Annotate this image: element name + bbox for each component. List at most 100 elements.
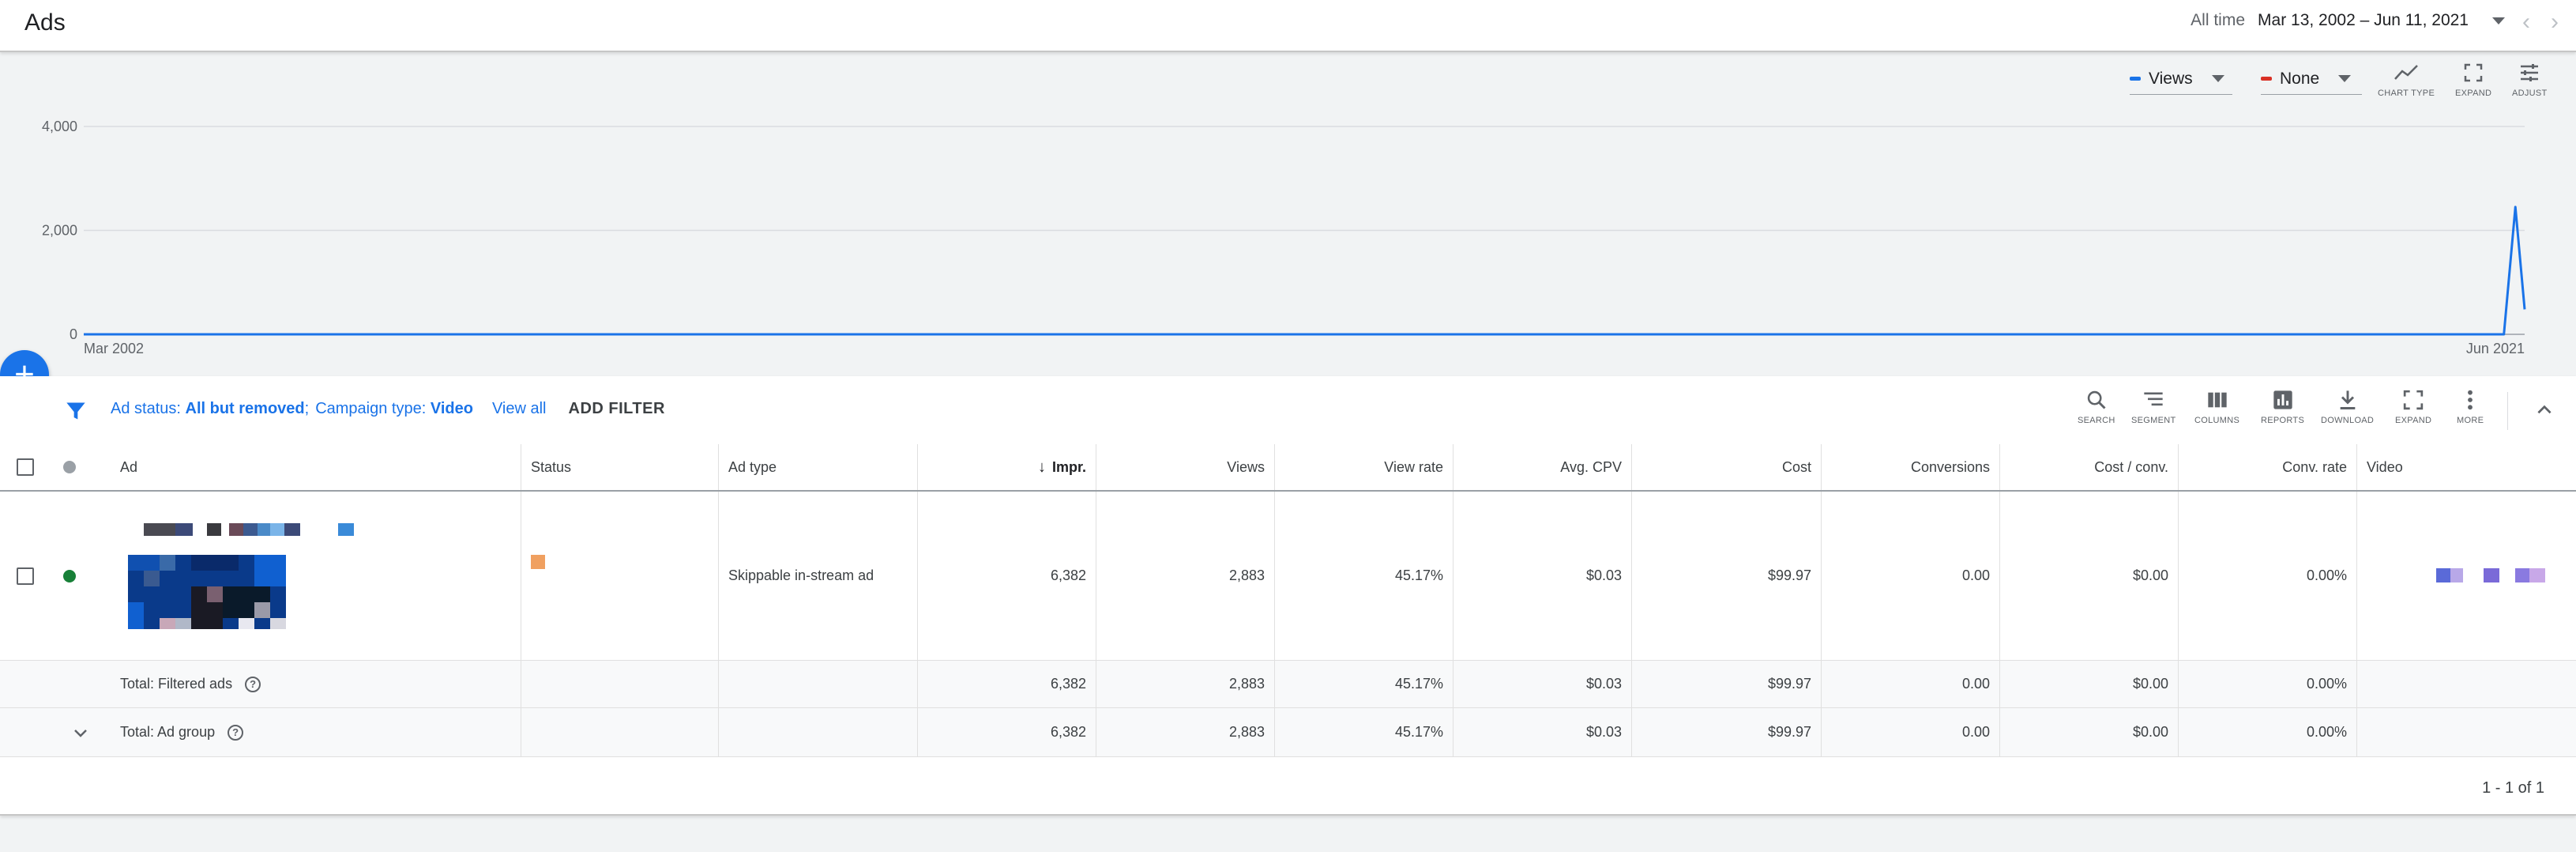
column-header-video[interactable]: Video	[2367, 458, 2403, 475]
filter-separator: ;	[304, 400, 310, 417]
total-view-rate: 45.17%	[1275, 661, 1453, 707]
date-range-value: Mar 13, 2002 – Jun 11, 2021	[2258, 11, 2469, 29]
search-label: SEARCH	[2078, 416, 2115, 425]
table-expand-button[interactable]: EXPAND	[2395, 389, 2431, 425]
filter-icon[interactable]	[65, 400, 87, 422]
ads-table-card: Ad status: All but removed; Campaign typ…	[0, 376, 2576, 816]
column-header-cost-conv[interactable]: Cost / conv.	[2000, 444, 2179, 490]
table-header-row: Ad Status Ad type ↓ Impr. Views View rate…	[0, 444, 2576, 492]
filter-bar: Ad status: All but removed; Campaign typ…	[0, 376, 2576, 444]
cell-cost: $99.97	[1632, 492, 1822, 660]
chevron-up-icon[interactable]	[2534, 400, 2555, 420]
video-thumbnail[interactable]	[2436, 567, 2567, 584]
columns-button[interactable]: COLUMNS	[2194, 389, 2239, 425]
total-views: 2,883	[1096, 708, 1275, 756]
previous-period-icon[interactable]: ‹	[2522, 9, 2530, 35]
total-empty-cell	[2357, 708, 2576, 756]
page-title: Ads	[24, 9, 66, 36]
row-select-cell	[0, 492, 51, 660]
chart-type-button[interactable]: CHART TYPE	[2378, 63, 2435, 98]
total-empty-cell	[719, 661, 918, 707]
status-dot-icon[interactable]	[63, 461, 76, 473]
filter-status-chip[interactable]: Ad status: All but removed;	[111, 400, 309, 418]
segment-button[interactable]: SEGMENT	[2131, 389, 2176, 425]
chart-type-label: CHART TYPE	[2378, 89, 2435, 98]
fullscreen-icon	[2403, 390, 2424, 410]
status-indicator-icon[interactable]	[531, 555, 545, 569]
total-avg-cpv: $0.03	[1453, 708, 1632, 756]
arrow-down-icon: ↓	[1037, 458, 1046, 476]
ad-preview-thumbnail[interactable]	[128, 523, 428, 629]
filter-status-value: All but removed	[185, 400, 305, 417]
chart-expand-button[interactable]: EXPAND	[2455, 63, 2491, 98]
impr-header-label: Impr.	[1051, 458, 1086, 475]
columns-icon	[2207, 392, 2227, 408]
total-cost: $99.97	[1632, 708, 1822, 756]
column-header-avg-cpv[interactable]: Avg. CPV	[1453, 444, 1632, 490]
column-header-status[interactable]: Status	[521, 444, 719, 490]
column-header-view-rate[interactable]: View rate	[1275, 444, 1453, 490]
page-header: Ads All time Mar 13, 2002 – Jun 11, 2021…	[0, 0, 2576, 52]
reports-label: REPORTS	[2261, 416, 2305, 425]
chevron-down-icon[interactable]	[71, 723, 90, 742]
chart-adjust-button[interactable]: ADJUST	[2512, 63, 2548, 98]
more-button[interactable]: MORE	[2457, 389, 2484, 425]
chevron-down-icon	[2211, 75, 2224, 82]
column-header-conversions[interactable]: Conversions	[1822, 444, 2000, 490]
help-icon[interactable]: ?	[245, 676, 261, 692]
total-cost-conv: $0.00	[2000, 661, 2179, 707]
metric-select-secondary[interactable]: None	[2261, 63, 2362, 95]
column-header-impr[interactable]: ↓ Impr.	[918, 444, 1096, 490]
table-row[interactable]: Skippable in-stream ad 6,382 2,883 45.17…	[0, 492, 2576, 661]
chart-adjust-label: ADJUST	[2512, 89, 2548, 98]
download-button[interactable]: DOWNLOAD	[2321, 389, 2374, 425]
filter-status-label: Ad status:	[111, 400, 181, 417]
total-avg-cpv: $0.03	[1453, 661, 1632, 707]
total-impr: 6,382	[918, 661, 1096, 707]
series-line-views[interactable]	[84, 205, 2526, 336]
total-cost: $99.97	[1632, 661, 1822, 707]
view-all-link[interactable]: View all	[491, 400, 547, 417]
filter-campaign-chip[interactable]: Campaign type: Video	[315, 400, 473, 418]
chart-expand-label: EXPAND	[2455, 89, 2492, 98]
cell-cost-conv: $0.00	[2000, 492, 2179, 660]
column-header-conv-rate[interactable]: Conv. rate	[2179, 444, 2357, 490]
cell-ad-type: Skippable in-stream ad	[719, 492, 918, 660]
download-icon	[2340, 390, 2355, 409]
y-tick-label: 0	[70, 326, 77, 342]
active-filters: Ad status: All but removed; Campaign typ…	[111, 400, 665, 418]
total-ad-group-label: Total: Ad group	[120, 724, 216, 740]
column-header-ad[interactable]: Ad	[111, 444, 521, 490]
select-all-cell	[0, 444, 51, 490]
column-header-cost[interactable]: Cost	[1632, 444, 1822, 490]
y-tick-label: 2,000	[42, 223, 77, 239]
total-conv-rate: 0.00%	[2179, 708, 2357, 756]
y-tick-label: 4,000	[42, 119, 77, 134]
ad-preview-cell[interactable]	[111, 492, 521, 660]
chevron-down-icon	[2338, 75, 2352, 82]
more-label: MORE	[2457, 416, 2484, 425]
select-all-checkbox[interactable]	[17, 458, 34, 476]
metric-color-blue	[2130, 77, 2141, 81]
chevron-down-icon[interactable]	[2492, 17, 2505, 25]
cell-video[interactable]	[2357, 492, 2576, 660]
add-filter-button[interactable]: ADD FILTER	[568, 400, 665, 417]
status-enabled-dot[interactable]	[63, 569, 76, 582]
next-period-icon[interactable]: ›	[2551, 9, 2559, 35]
row-checkbox[interactable]	[17, 567, 34, 585]
total-conversions: 0.00	[1822, 708, 2000, 756]
column-header-views[interactable]: Views	[1096, 444, 1275, 490]
x-tick-label: Mar 2002	[84, 341, 144, 356]
pagination-text: 1 - 1 of 1	[2482, 779, 2544, 797]
column-header-ad-type[interactable]: Ad type	[719, 444, 918, 490]
total-empty-cell	[521, 708, 719, 756]
reports-button[interactable]: REPORTS	[2261, 389, 2304, 425]
help-icon[interactable]: ?	[228, 724, 244, 741]
filter-campaign-label: Campaign type:	[315, 400, 427, 417]
total-ad-group-row: Total: Ad group? 6,382 2,883 45.17% $0.0…	[0, 708, 2576, 757]
reports-icon	[2273, 390, 2292, 409]
metric-primary-label: Views	[2149, 69, 2193, 88]
table-search-button[interactable]: SEARCH	[2078, 389, 2115, 425]
date-range-picker[interactable]: All time Mar 13, 2002 – Jun 11, 2021	[2191, 11, 2505, 30]
metric-select-primary[interactable]: Views	[2130, 63, 2232, 95]
